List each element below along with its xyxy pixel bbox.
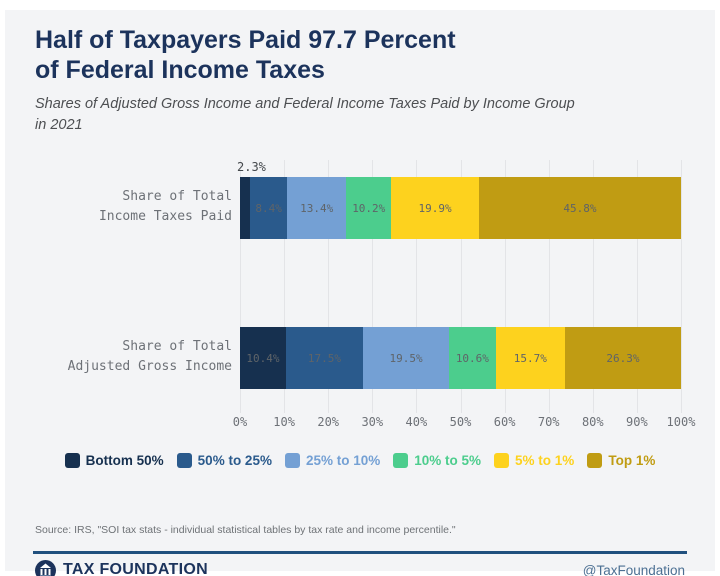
legend-item: 10% to 5% [393,453,481,468]
gridline-60% [504,160,506,413]
page-subtitle: Shares of Adjusted Gross Income and Fede… [35,94,675,136]
chart-card: Half of Taxpayers Paid 97.7 Percent of F… [5,10,715,576]
bar-segment [240,177,251,239]
bar-segment: 13.4% [287,177,347,239]
x-axis-tick-80%: 80% [581,415,604,429]
brand-logo-group: TAX FOUNDATION [35,559,208,576]
segment-value-label: 10.6% [455,351,489,365]
tax-foundation-logo-icon [35,559,56,576]
bar-segment: 45.8% [478,177,681,239]
segment-value-label: 45.8% [563,201,597,215]
plot-area: 0% 10% 20% 30% 40% 50% 60% 70% 80% 90% 100% 8.4% 13.… [233,160,695,429]
legend-swatch [64,453,80,468]
legend-label: Bottom 50% [85,453,164,468]
segment-value-label: 10.2% [352,201,386,215]
bar-segment: 10.2% [346,177,392,239]
gridline-10% [284,160,286,413]
segment-value-label-outside: 2.3% [237,160,266,174]
x-axis-tick-50%: 50% [449,415,472,429]
gridline-50% [460,160,462,413]
gridline-100% [681,160,682,413]
source-note: Source: IRS, "SOI tax stats - individual… [35,524,456,536]
gridline-0% [240,160,241,413]
bar-segment: 26.3% [564,327,681,389]
subtitle-line-2: in 2021 [35,117,83,134]
footer: TAX FOUNDATION @TaxFoundation [35,559,685,576]
segment-value-label: 10.4% [246,351,280,365]
x-axis-tick-20%: 20% [317,415,340,429]
segment-value-label: 13.4% [300,201,334,215]
page-title: Half of Taxpayers Paid 97.7 Percent of F… [35,26,655,85]
x-axis-tick-90%: 90% [626,415,648,429]
legend-swatch [176,453,192,468]
brand-name: TAX FOUNDATION [63,561,208,576]
gridline-20% [328,160,330,413]
category-label-income-taxes-paid: Share of Total Income Taxes Paid [98,189,232,225]
x-axis-tick-100%: 100% [666,415,696,429]
stacked-bar-income-taxes-paid: 8.4% 13.4% 10.2% 19.9% 45.8% 2.3% [237,160,681,239]
gridline-80% [592,160,594,413]
bar-segment: 15.7% [495,327,565,389]
twitter-handle: @TaxFoundation [582,562,685,576]
segment-value-label: 17.5% [307,351,341,365]
legend-label: 5% to 1% [515,453,575,468]
legend-label: 50% to 25% [197,453,272,468]
legend-swatch [393,453,409,468]
gridline-70% [548,160,550,413]
legend-swatch [494,453,510,468]
segment-value-label: 8.4% [255,201,282,215]
category-label-adjusted-gross-income: Share of Total Adjusted Gross Income [67,339,232,375]
segment-value-label: 26.3% [606,351,640,365]
legend-item: 25% to 10% [284,453,381,468]
segment-value-label: 15.7% [513,351,547,365]
bar-segment: 19.9% [391,177,479,239]
x-axis-tick-30%: 30% [361,415,384,429]
bar-segment: 10.4% [240,327,286,389]
bar-segment: 19.5% [363,327,450,389]
legend: Bottom 50% 50% to 25% 25% to 10% 10% to 5% 5… [5,453,715,468]
x-axis-tick-0%: 0% [232,415,248,429]
x-axis-tick-40%: 40% [405,415,428,429]
stacked-bar-adjusted-gross-income: 10.4% 17.5% 19.5% 10.6% 15.7% 26.3% [240,327,681,389]
legend-item: Top 1% [587,453,655,468]
bar-segment: 10.6% [449,327,496,389]
legend-swatch [284,453,300,468]
gridline-90% [636,160,638,413]
segment-value-label: 19.9% [418,201,452,215]
legend-item: 5% to 1% [494,453,574,468]
bar-segment: 8.4% [250,177,288,239]
subtitle-line-1: Shares of Adjusted Gross Income and Fede… [35,96,575,112]
title-line-1: Half of Taxpayers Paid 97.7 Percent [35,26,456,54]
footer-divider [33,551,687,554]
x-axis-tick-70%: 70% [537,415,560,429]
legend-label: 10% to 5% [414,453,482,468]
legend-label: 25% to 10% [305,453,381,468]
segment-value-label: 19.5% [389,351,423,365]
x-axis-tick-60%: 60% [493,415,516,429]
title-line-2: of Federal Income Taxes [35,55,325,84]
gridline-30% [372,160,374,413]
x-axis-tick-10%: 10% [273,415,295,429]
legend-item: Bottom 50% [64,453,164,468]
legend-item: 50% to 25% [176,453,272,468]
legend-label: Top 1% [608,453,656,468]
legend-swatch [587,453,603,468]
gridline-40% [416,160,418,413]
bar-segment: 17.5% [285,327,364,389]
